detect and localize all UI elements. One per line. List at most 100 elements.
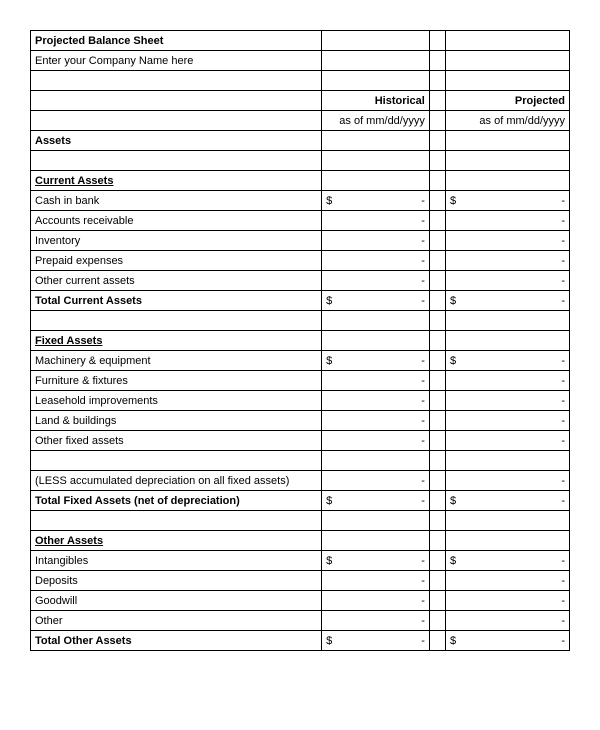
empty-cell	[429, 71, 445, 91]
hist-value[interactable]: -	[322, 211, 430, 231]
total-fixed-assets: Total Fixed Assets (net of depreciation)	[31, 491, 322, 511]
company-name-cell[interactable]: Enter your Company Name here	[31, 51, 322, 71]
proj-value[interactable]: -	[446, 251, 570, 271]
hist-value: $-	[322, 291, 430, 311]
empty-cell	[446, 71, 570, 91]
hist-value[interactable]: -	[322, 371, 430, 391]
empty-cell	[429, 591, 445, 611]
empty-cell	[322, 451, 430, 471]
row-label: Accounts receivable	[31, 211, 322, 231]
empty-cell	[322, 131, 430, 151]
empty-cell	[31, 311, 322, 331]
proj-value[interactable]: -	[446, 471, 570, 491]
empty-cell	[429, 631, 445, 651]
as-of-hist[interactable]: as of mm/dd/yyyy	[322, 111, 430, 131]
hist-value[interactable]: $-	[322, 551, 430, 571]
hist-value: $-	[322, 491, 430, 511]
proj-value[interactable]: -	[446, 611, 570, 631]
empty-cell	[429, 431, 445, 451]
row-label: (LESS accumulated depreciation on all fi…	[31, 471, 322, 491]
row-label: Deposits	[31, 571, 322, 591]
empty-cell	[446, 451, 570, 471]
empty-cell	[322, 151, 430, 171]
hist-value[interactable]: $-	[322, 191, 430, 211]
empty-cell	[429, 171, 445, 191]
hist-value[interactable]: -	[322, 271, 430, 291]
proj-value[interactable]: -	[446, 591, 570, 611]
empty-cell	[446, 131, 570, 151]
empty-cell	[429, 411, 445, 431]
row-label: Prepaid expenses	[31, 251, 322, 271]
empty-cell	[322, 51, 430, 71]
empty-cell	[446, 151, 570, 171]
row-label: Furniture & fixtures	[31, 371, 322, 391]
projected-header: Projected	[446, 91, 570, 111]
empty-cell	[429, 491, 445, 511]
row-label: Land & buildings	[31, 411, 322, 431]
empty-cell	[429, 351, 445, 371]
empty-cell	[446, 331, 570, 351]
proj-value[interactable]: $-	[446, 191, 570, 211]
empty-cell	[446, 31, 570, 51]
empty-cell	[429, 131, 445, 151]
empty-cell	[429, 111, 445, 131]
hist-value[interactable]: -	[322, 611, 430, 631]
empty-cell	[429, 91, 445, 111]
proj-value[interactable]: -	[446, 391, 570, 411]
hist-value[interactable]: -	[322, 391, 430, 411]
as-of-proj[interactable]: as of mm/dd/yyyy	[446, 111, 570, 131]
balance-sheet-table: Projected Balance Sheet Enter your Compa…	[30, 30, 570, 651]
empty-cell	[446, 51, 570, 71]
empty-cell	[31, 71, 322, 91]
row-label: Other fixed assets	[31, 431, 322, 451]
proj-value[interactable]: $-	[446, 351, 570, 371]
proj-value[interactable]: -	[446, 571, 570, 591]
row-label: Other	[31, 611, 322, 631]
empty-cell	[429, 571, 445, 591]
hist-value[interactable]: -	[322, 251, 430, 271]
proj-value[interactable]: -	[446, 431, 570, 451]
empty-cell	[429, 311, 445, 331]
empty-cell	[31, 111, 322, 131]
row-label: Goodwill	[31, 591, 322, 611]
proj-value[interactable]: $-	[446, 551, 570, 571]
empty-cell	[322, 331, 430, 351]
hist-value[interactable]: -	[322, 411, 430, 431]
hist-value[interactable]: -	[322, 231, 430, 251]
empty-cell	[429, 331, 445, 351]
empty-cell	[429, 191, 445, 211]
hist-value[interactable]: -	[322, 591, 430, 611]
empty-cell	[446, 531, 570, 551]
hist-value[interactable]: -	[322, 471, 430, 491]
hist-value[interactable]: -	[322, 431, 430, 451]
empty-cell	[31, 151, 322, 171]
empty-cell	[322, 531, 430, 551]
empty-cell	[429, 251, 445, 271]
hist-value[interactable]: $-	[322, 351, 430, 371]
empty-cell	[429, 51, 445, 71]
title-cell: Projected Balance Sheet	[31, 31, 322, 51]
empty-cell	[429, 151, 445, 171]
row-label: Intangibles	[31, 551, 322, 571]
empty-cell	[446, 511, 570, 531]
proj-value[interactable]: -	[446, 231, 570, 251]
proj-value[interactable]: -	[446, 211, 570, 231]
empty-cell	[429, 391, 445, 411]
row-label: Machinery & equipment	[31, 351, 322, 371]
empty-cell	[429, 211, 445, 231]
historical-header: Historical	[322, 91, 430, 111]
proj-value: $-	[446, 491, 570, 511]
empty-cell	[31, 511, 322, 531]
empty-cell	[31, 451, 322, 471]
empty-cell	[429, 31, 445, 51]
assets-header: Assets	[31, 131, 322, 151]
proj-value[interactable]: -	[446, 371, 570, 391]
proj-value[interactable]: -	[446, 411, 570, 431]
empty-cell	[429, 291, 445, 311]
hist-value[interactable]: -	[322, 571, 430, 591]
empty-cell	[429, 551, 445, 571]
total-other-assets: Total Other Assets	[31, 631, 322, 651]
hist-value: $-	[322, 631, 430, 651]
proj-value[interactable]: -	[446, 271, 570, 291]
row-label: Leasehold improvements	[31, 391, 322, 411]
